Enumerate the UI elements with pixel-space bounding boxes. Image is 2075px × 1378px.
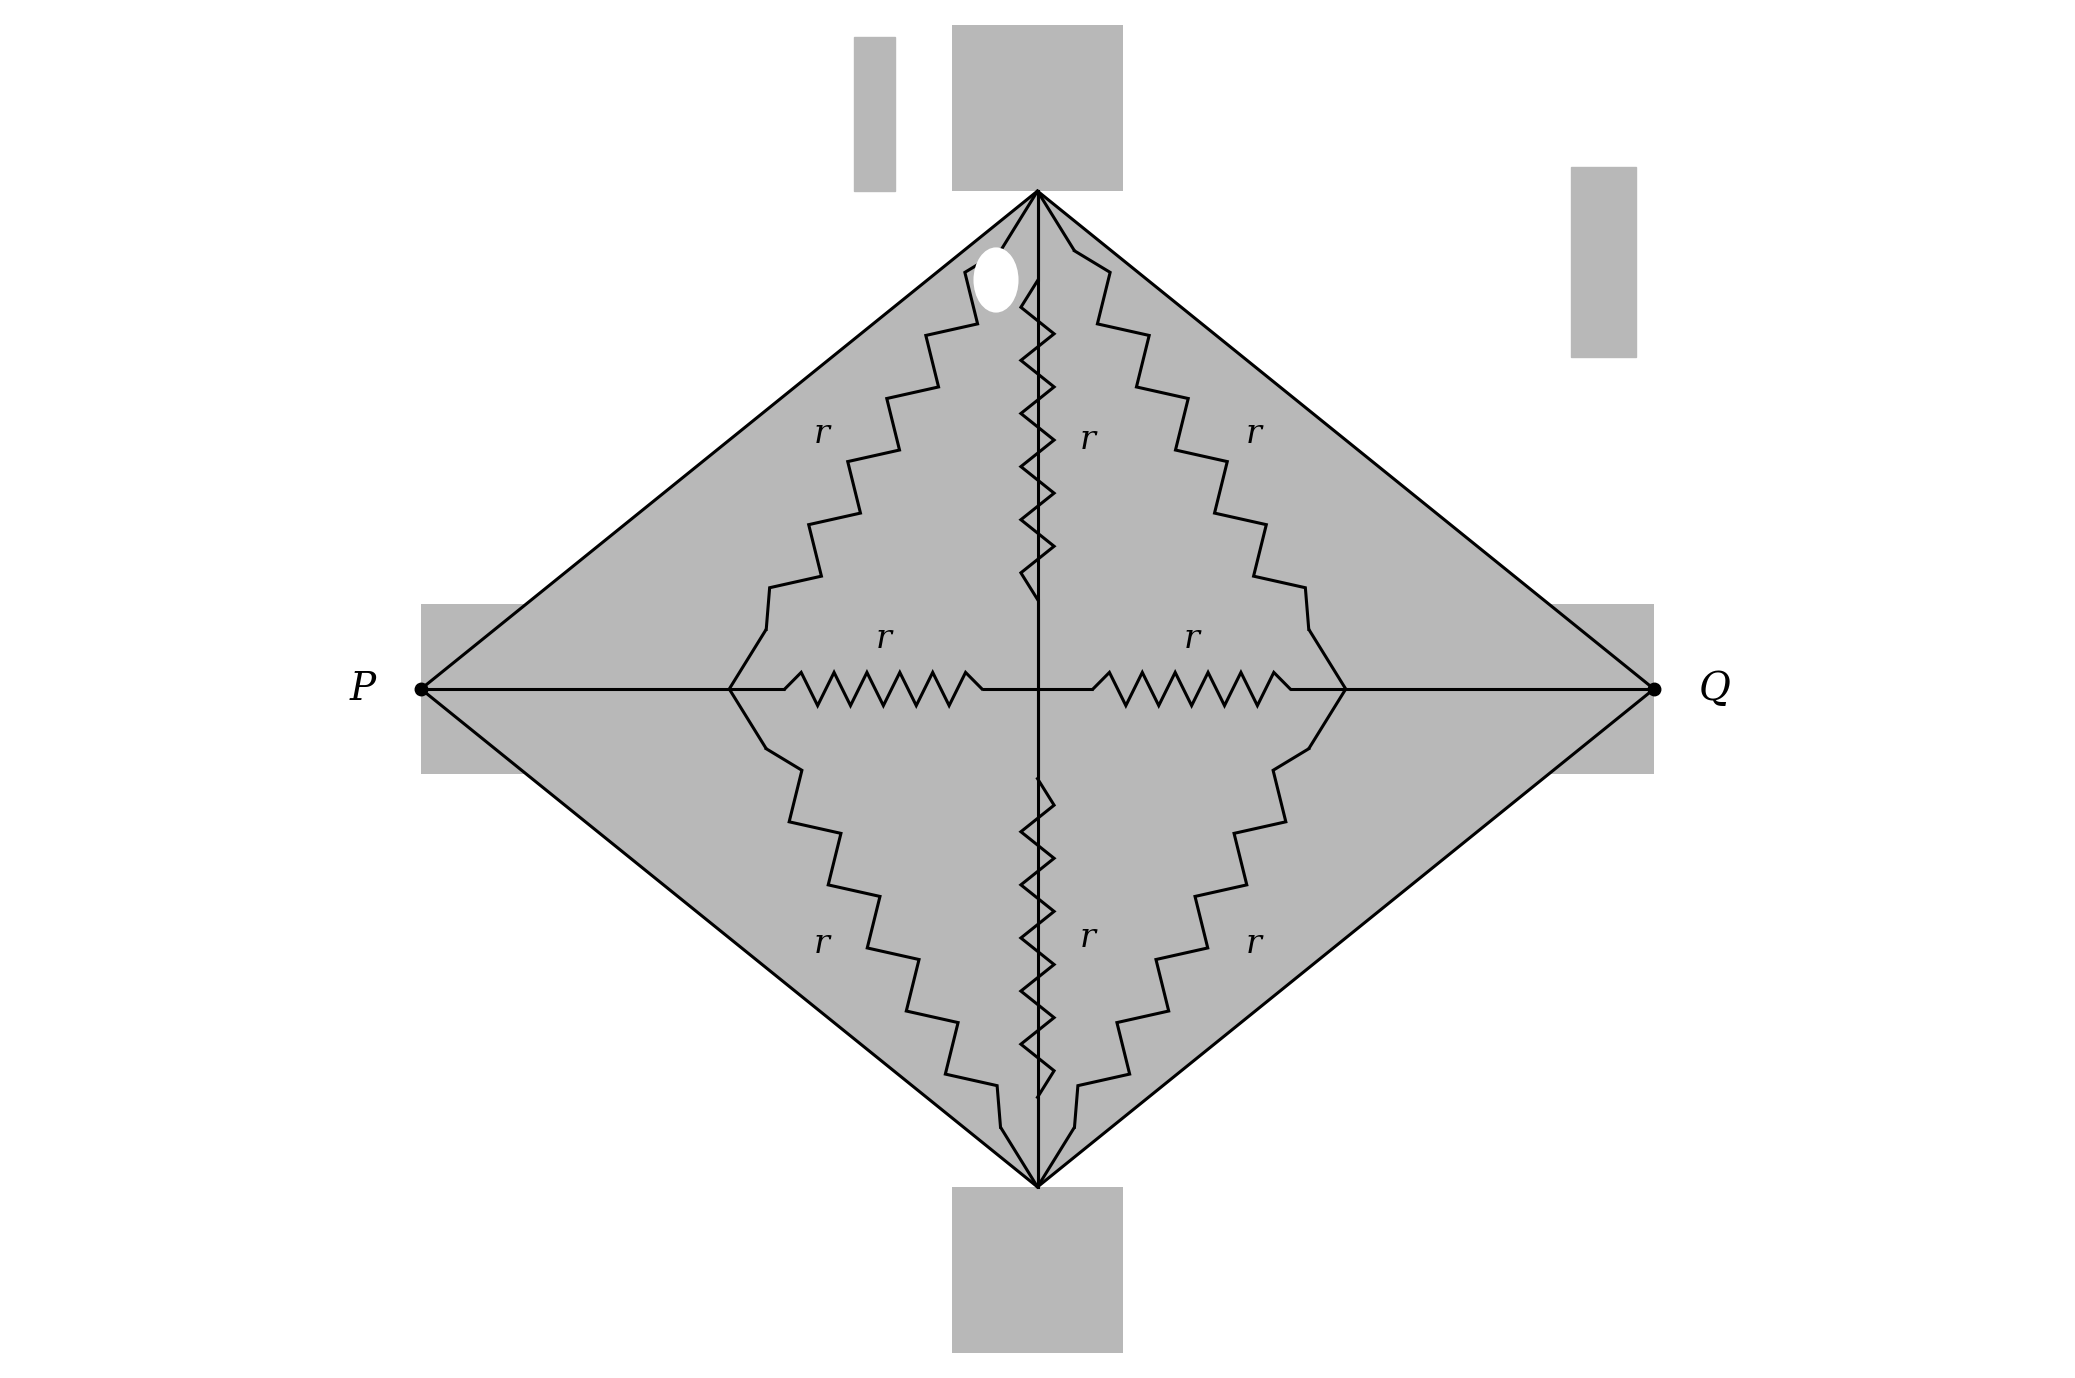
Text: r: r (1245, 418, 1262, 451)
Text: r: r (1183, 623, 1199, 655)
Text: r: r (813, 418, 830, 451)
Text: P: P (351, 671, 376, 707)
Text: Q: Q (1699, 671, 1731, 707)
Text: r: r (1245, 927, 1262, 960)
Polygon shape (1347, 604, 1654, 774)
Polygon shape (952, 1186, 1123, 1353)
Polygon shape (853, 37, 894, 192)
Polygon shape (421, 604, 728, 774)
Text: r: r (1079, 424, 1096, 456)
Polygon shape (952, 25, 1123, 192)
Text: r: r (813, 927, 830, 960)
Text: r: r (1079, 922, 1096, 954)
Polygon shape (1571, 167, 1637, 357)
Ellipse shape (973, 248, 1019, 313)
Polygon shape (421, 192, 1654, 1186)
Text: r: r (876, 623, 892, 655)
